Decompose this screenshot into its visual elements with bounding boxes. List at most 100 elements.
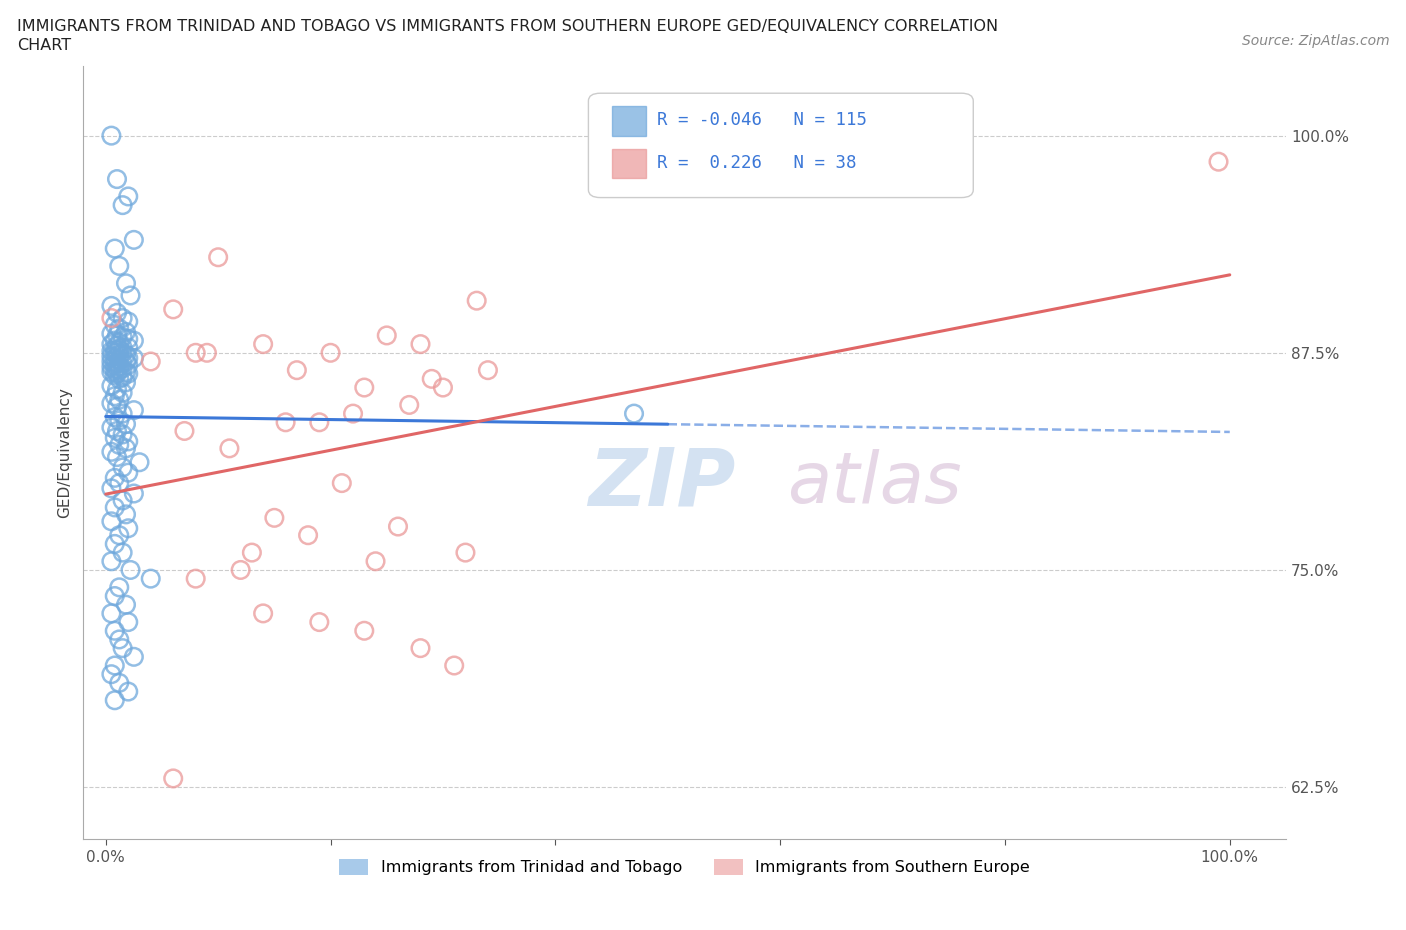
Point bbox=[105, 349, 128, 364]
Point bbox=[108, 437, 131, 452]
Point bbox=[104, 345, 127, 360]
Point bbox=[139, 571, 162, 586]
Point bbox=[108, 347, 131, 362]
Point bbox=[100, 606, 122, 621]
Point bbox=[100, 396, 122, 411]
Point bbox=[111, 427, 134, 442]
Point bbox=[274, 415, 297, 430]
Point bbox=[454, 545, 477, 560]
Point bbox=[108, 259, 131, 273]
Point bbox=[195, 345, 218, 360]
Point bbox=[330, 475, 353, 490]
Point bbox=[111, 340, 134, 355]
Point bbox=[100, 379, 122, 393]
Point bbox=[398, 397, 420, 412]
Point bbox=[117, 615, 139, 630]
Text: ZIP: ZIP bbox=[589, 445, 735, 523]
Point bbox=[100, 354, 122, 369]
Point bbox=[104, 333, 127, 348]
Point bbox=[104, 352, 127, 367]
Point bbox=[100, 365, 122, 379]
Point bbox=[104, 241, 127, 256]
Point bbox=[139, 354, 162, 369]
Point bbox=[117, 340, 139, 355]
Point bbox=[105, 361, 128, 376]
Point bbox=[100, 359, 122, 374]
Point bbox=[108, 475, 131, 490]
Point bbox=[353, 623, 375, 638]
Point bbox=[104, 409, 127, 424]
Point bbox=[128, 455, 150, 470]
Point bbox=[104, 368, 127, 383]
Point bbox=[104, 357, 127, 372]
Point bbox=[122, 351, 145, 365]
Point bbox=[122, 232, 145, 247]
Point bbox=[104, 589, 127, 604]
Point bbox=[364, 554, 387, 569]
Point bbox=[117, 465, 139, 480]
Point bbox=[105, 172, 128, 187]
Point bbox=[111, 460, 134, 475]
Point bbox=[100, 420, 122, 435]
Point bbox=[111, 370, 134, 385]
Point bbox=[111, 356, 134, 371]
Point bbox=[108, 371, 131, 386]
Point bbox=[297, 528, 319, 543]
Point bbox=[117, 684, 139, 699]
Point bbox=[105, 366, 128, 381]
Point bbox=[465, 293, 488, 308]
Text: R = -0.046   N = 115: R = -0.046 N = 115 bbox=[657, 112, 868, 129]
Point bbox=[207, 250, 229, 265]
Text: atlas: atlas bbox=[787, 449, 962, 518]
Point bbox=[115, 354, 138, 369]
Point bbox=[122, 333, 145, 348]
Point bbox=[104, 431, 127, 445]
Point bbox=[117, 189, 139, 204]
Point bbox=[263, 511, 285, 525]
Point bbox=[100, 337, 122, 352]
Point bbox=[115, 276, 138, 291]
FancyBboxPatch shape bbox=[613, 106, 647, 136]
Point bbox=[104, 693, 127, 708]
Point bbox=[105, 328, 128, 343]
Point bbox=[308, 615, 330, 630]
Point bbox=[115, 365, 138, 379]
Point bbox=[162, 302, 184, 317]
Point bbox=[100, 554, 122, 569]
Point bbox=[115, 597, 138, 612]
Point bbox=[111, 641, 134, 656]
Point bbox=[443, 658, 465, 673]
Point bbox=[100, 299, 122, 313]
Point bbox=[117, 331, 139, 346]
Point bbox=[108, 363, 131, 378]
Point bbox=[100, 481, 122, 496]
Point bbox=[285, 363, 308, 378]
Point bbox=[218, 441, 240, 456]
Point bbox=[104, 317, 127, 332]
Point bbox=[108, 528, 131, 543]
Point bbox=[115, 417, 138, 432]
Text: Source: ZipAtlas.com: Source: ZipAtlas.com bbox=[1241, 34, 1389, 48]
Point bbox=[100, 514, 122, 529]
Point bbox=[162, 771, 184, 786]
Point bbox=[104, 500, 127, 515]
Point bbox=[111, 406, 134, 421]
Point bbox=[100, 349, 122, 364]
Point bbox=[111, 345, 134, 360]
Point bbox=[108, 359, 131, 374]
Point bbox=[115, 375, 138, 390]
Text: R =  0.226   N = 38: R = 0.226 N = 38 bbox=[657, 153, 856, 172]
Point bbox=[623, 406, 645, 421]
Point bbox=[342, 406, 364, 421]
Text: IMMIGRANTS FROM TRINIDAD AND TOBAGO VS IMMIGRANTS FROM SOUTHERN EUROPE GED/EQUIV: IMMIGRANTS FROM TRINIDAD AND TOBAGO VS I… bbox=[17, 19, 998, 33]
Point bbox=[111, 493, 134, 508]
Point bbox=[353, 380, 375, 395]
Point bbox=[100, 128, 122, 143]
Point bbox=[108, 392, 131, 407]
Point bbox=[115, 347, 138, 362]
Point bbox=[104, 389, 127, 404]
Point bbox=[111, 385, 134, 400]
Point bbox=[108, 580, 131, 595]
Point bbox=[229, 563, 252, 578]
Point bbox=[319, 345, 342, 360]
